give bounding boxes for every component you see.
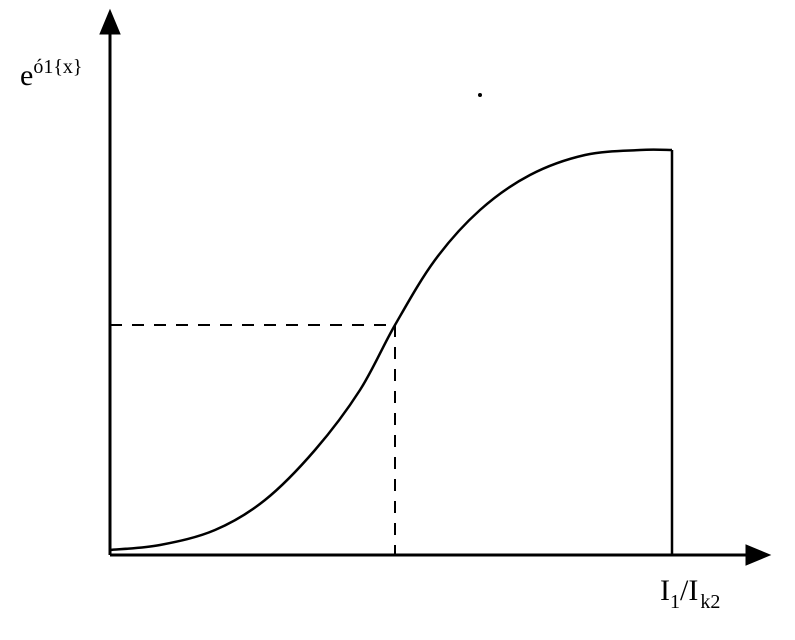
x-axis-arrow-icon	[746, 545, 770, 565]
y-axis-arrow-icon	[100, 10, 120, 34]
sigmoid-curve	[110, 150, 672, 550]
x-label-p1: 1	[670, 591, 680, 613]
y-label-sup: ó1{x}	[33, 56, 82, 78]
x-label-p3: k2	[700, 591, 720, 613]
x-label-p2: /I	[680, 574, 698, 607]
y-label-base: e	[20, 59, 33, 92]
x-axis-label: I1/Ik2	[660, 574, 720, 613]
y-axis-label: eó1{x}	[20, 56, 83, 92]
x-label-p0: I	[660, 574, 670, 607]
sigmoid-diagram: eó1{x} I1/Ik2	[0, 0, 795, 640]
stray-dot	[478, 93, 482, 97]
